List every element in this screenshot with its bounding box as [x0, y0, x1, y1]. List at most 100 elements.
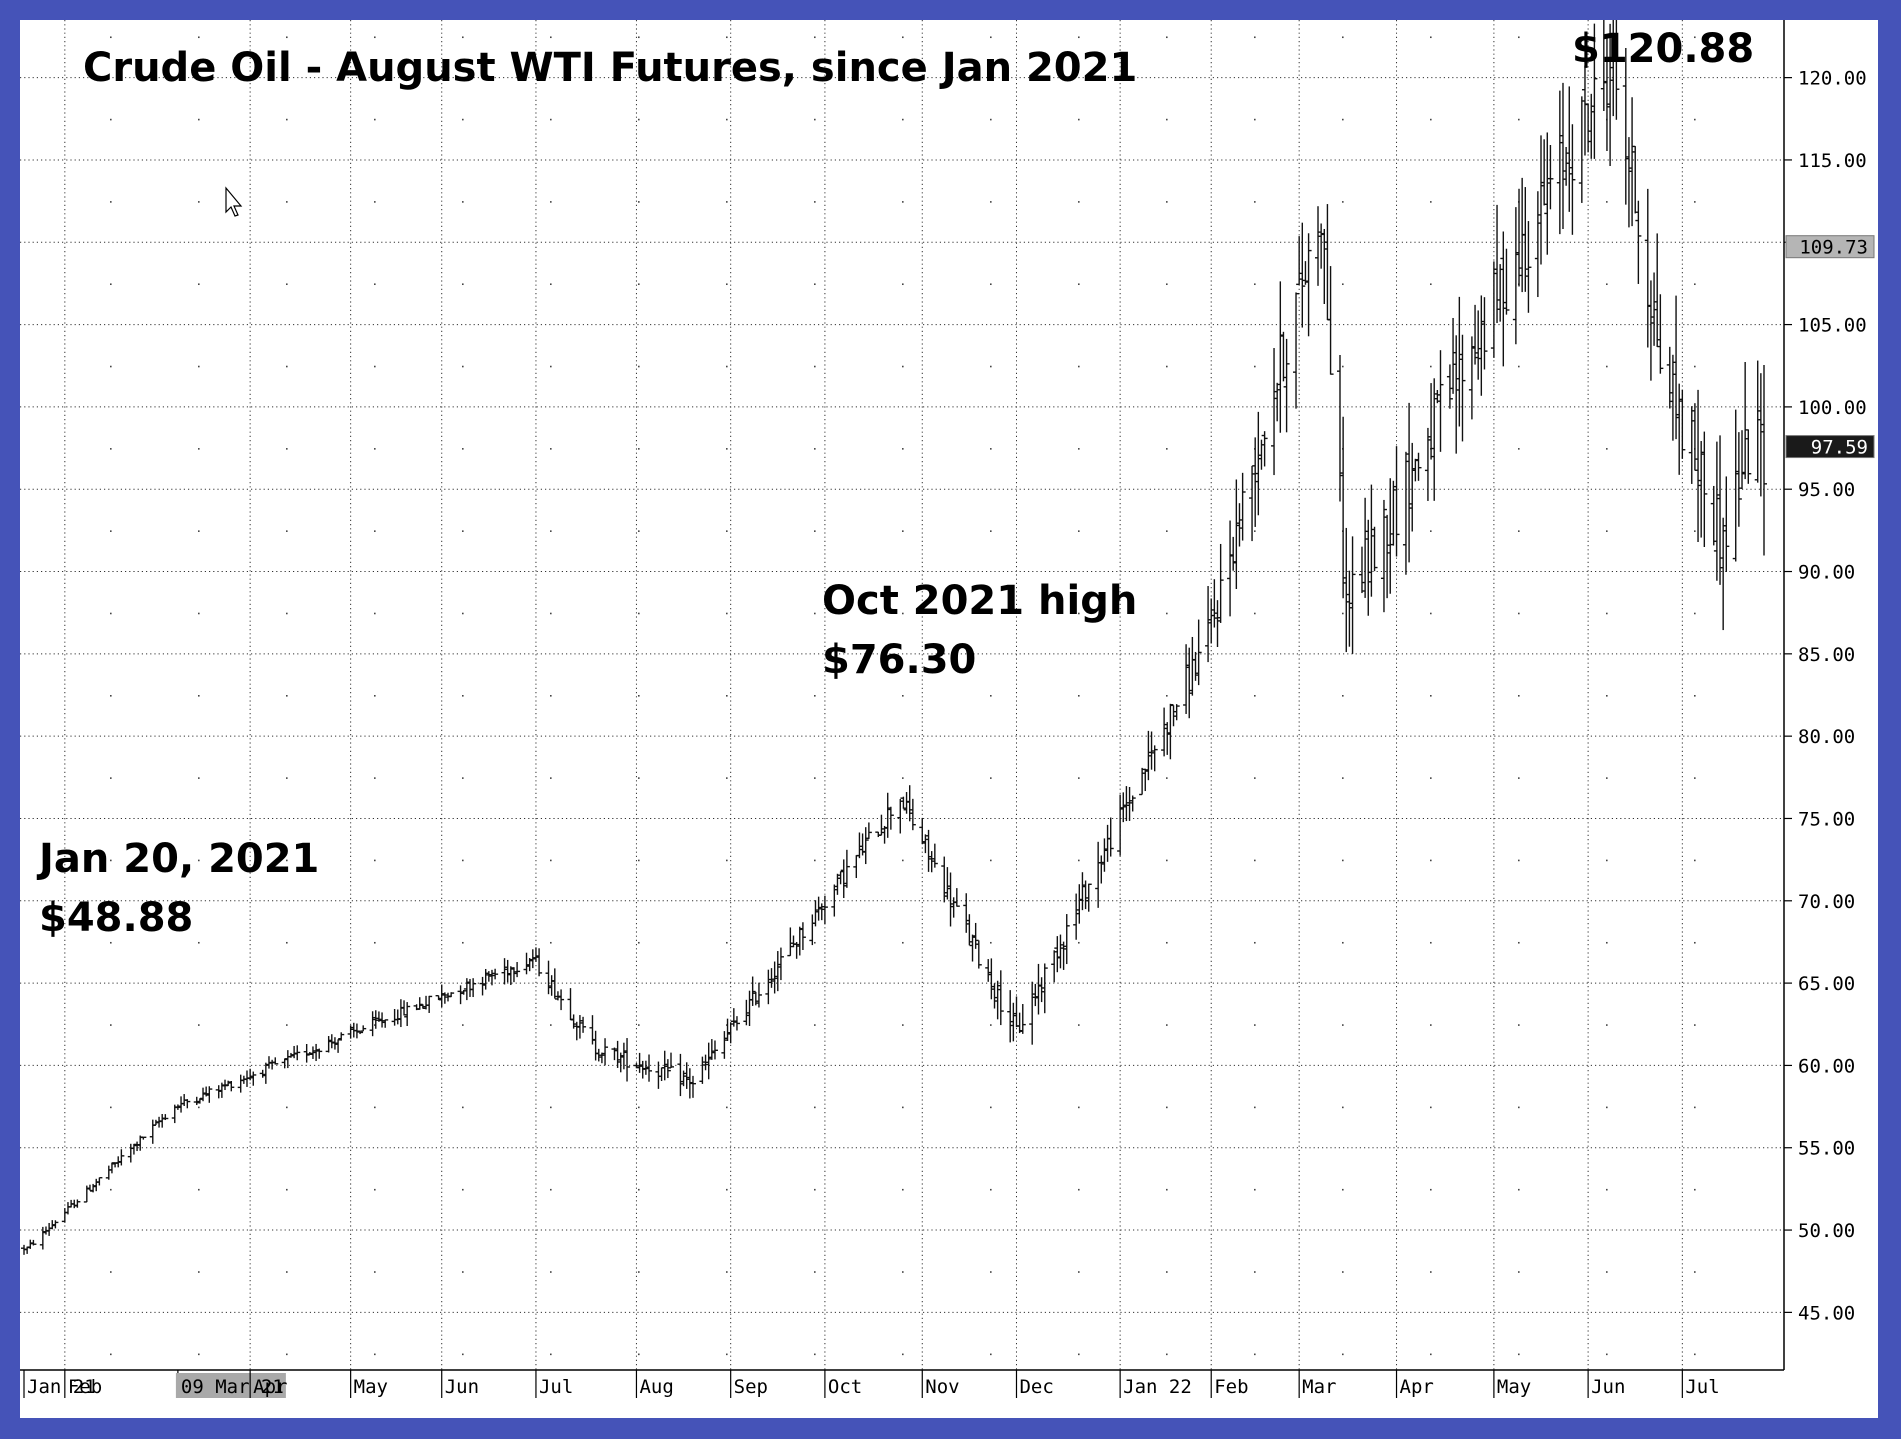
grid-dot [638, 283, 640, 286]
grid-dot [1694, 201, 1696, 203]
y-tick-label: 120.00 [1798, 68, 1867, 90]
grid-dot [1342, 612, 1344, 615]
grid-dot [110, 365, 112, 368]
grid-dot [638, 365, 640, 368]
grid-dot [462, 941, 464, 944]
grid-dot [550, 365, 552, 368]
grid-dot [1254, 530, 1256, 532]
grid-dot [1166, 695, 1168, 697]
grid-dot [1430, 530, 1432, 532]
grid-dot [1342, 1106, 1344, 1109]
price-marker-box [1785, 235, 1875, 259]
y-axis: 45.00 50.00 55.00 60.00 65.00 70.00 75.00 80.00… [1784, 68, 1867, 1324]
grid-dot [286, 612, 288, 615]
grid-dot [902, 448, 904, 450]
grid-dot [902, 1188, 904, 1191]
grid-dot [374, 36, 376, 39]
grid-dot [110, 777, 112, 779]
grid-dot [1694, 777, 1696, 779]
grid-dot [1430, 1106, 1432, 1109]
grid-dot [990, 1271, 992, 1273]
grid-dot [1606, 1188, 1608, 1191]
x-tick-label: Jan 21 [27, 1376, 96, 1398]
chart-title: Crude Oil - August WTI Futures, since Ja… [83, 45, 1137, 91]
price-marker-box [1785, 435, 1875, 459]
grid-dot [1694, 118, 1696, 121]
grid-dot [1254, 118, 1256, 121]
grid-dot [286, 36, 288, 39]
grid-dot [1078, 530, 1080, 532]
x-tick-label: Oct [828, 1376, 862, 1398]
grid-dot [726, 448, 728, 450]
grid-dot [902, 777, 904, 779]
grid-dot [1606, 695, 1608, 697]
grid-dot [1342, 201, 1344, 203]
grid-dot [1606, 1024, 1608, 1026]
grid-dot [1078, 283, 1080, 286]
grid-dot [814, 1024, 816, 1026]
grid-dot [1342, 283, 1344, 286]
grid-dot [374, 365, 376, 368]
grid-dot [462, 530, 464, 532]
grid-dot [1078, 695, 1080, 697]
y-tick-label: 100.00 [1798, 397, 1867, 419]
grid-dot [638, 859, 640, 862]
grid-dot [726, 1106, 728, 1109]
y-tick-label: 90.00 [1798, 562, 1855, 584]
grid-dot [1166, 1188, 1168, 1191]
grid-dot [1254, 1271, 1256, 1273]
y-tick-label: 95.00 [1798, 479, 1855, 501]
grid-dot [198, 448, 200, 450]
grid-dot [990, 859, 992, 862]
grid-dot [1342, 695, 1344, 697]
grid-dot [110, 612, 112, 615]
grid-dot [110, 283, 112, 286]
grid-dot [1254, 1353, 1256, 1356]
grid-dot [1078, 1271, 1080, 1273]
grid-dot [462, 36, 464, 39]
x-tick-label: Apr [1400, 1376, 1434, 1398]
grid-dot [638, 1353, 640, 1356]
x-tick-label: Dec [1019, 1376, 1053, 1398]
grid-dot [638, 118, 640, 121]
grid-dot [638, 1106, 640, 1109]
grid-dot [814, 1353, 816, 1356]
grid-dot [1606, 859, 1608, 862]
grid-dot [1694, 1024, 1696, 1026]
grid-dot [1166, 201, 1168, 203]
grid-dot [462, 118, 464, 121]
grid-dot [990, 612, 992, 615]
grid-dot [374, 1106, 376, 1109]
grid-dot [1518, 1271, 1520, 1273]
grid-dot [1694, 1271, 1696, 1273]
grid-dot [462, 777, 464, 779]
grid-dot [1342, 941, 1344, 944]
grid-dot [814, 448, 816, 450]
grid-dot [902, 695, 904, 697]
grid-dot [1078, 1188, 1080, 1191]
x-tick-label: Nov [925, 1376, 959, 1398]
grid-dot [462, 365, 464, 368]
grid-dot [1430, 1271, 1432, 1273]
grid-dot [198, 1353, 200, 1356]
grid-dot [726, 1271, 728, 1273]
grid-dot [1694, 859, 1696, 862]
grid-dot [1694, 530, 1696, 532]
grid-dot [198, 36, 200, 39]
grid-dot [1518, 365, 1520, 368]
grid-dot [286, 530, 288, 532]
grid-dot [1166, 530, 1168, 532]
grid-dot [1694, 1188, 1696, 1191]
grid-dot [286, 1188, 288, 1191]
grid-dot [198, 777, 200, 779]
grid-dot [1694, 1353, 1696, 1356]
grid-dot [1078, 859, 1080, 862]
x-label-highlight [175, 1373, 286, 1398]
grid-dot [374, 941, 376, 944]
grid-dot [638, 941, 640, 944]
grid-dot [1606, 448, 1608, 450]
y-tick-label: 85.00 [1798, 644, 1855, 666]
grid-dot [1518, 612, 1520, 615]
grid-dot [814, 1271, 816, 1273]
